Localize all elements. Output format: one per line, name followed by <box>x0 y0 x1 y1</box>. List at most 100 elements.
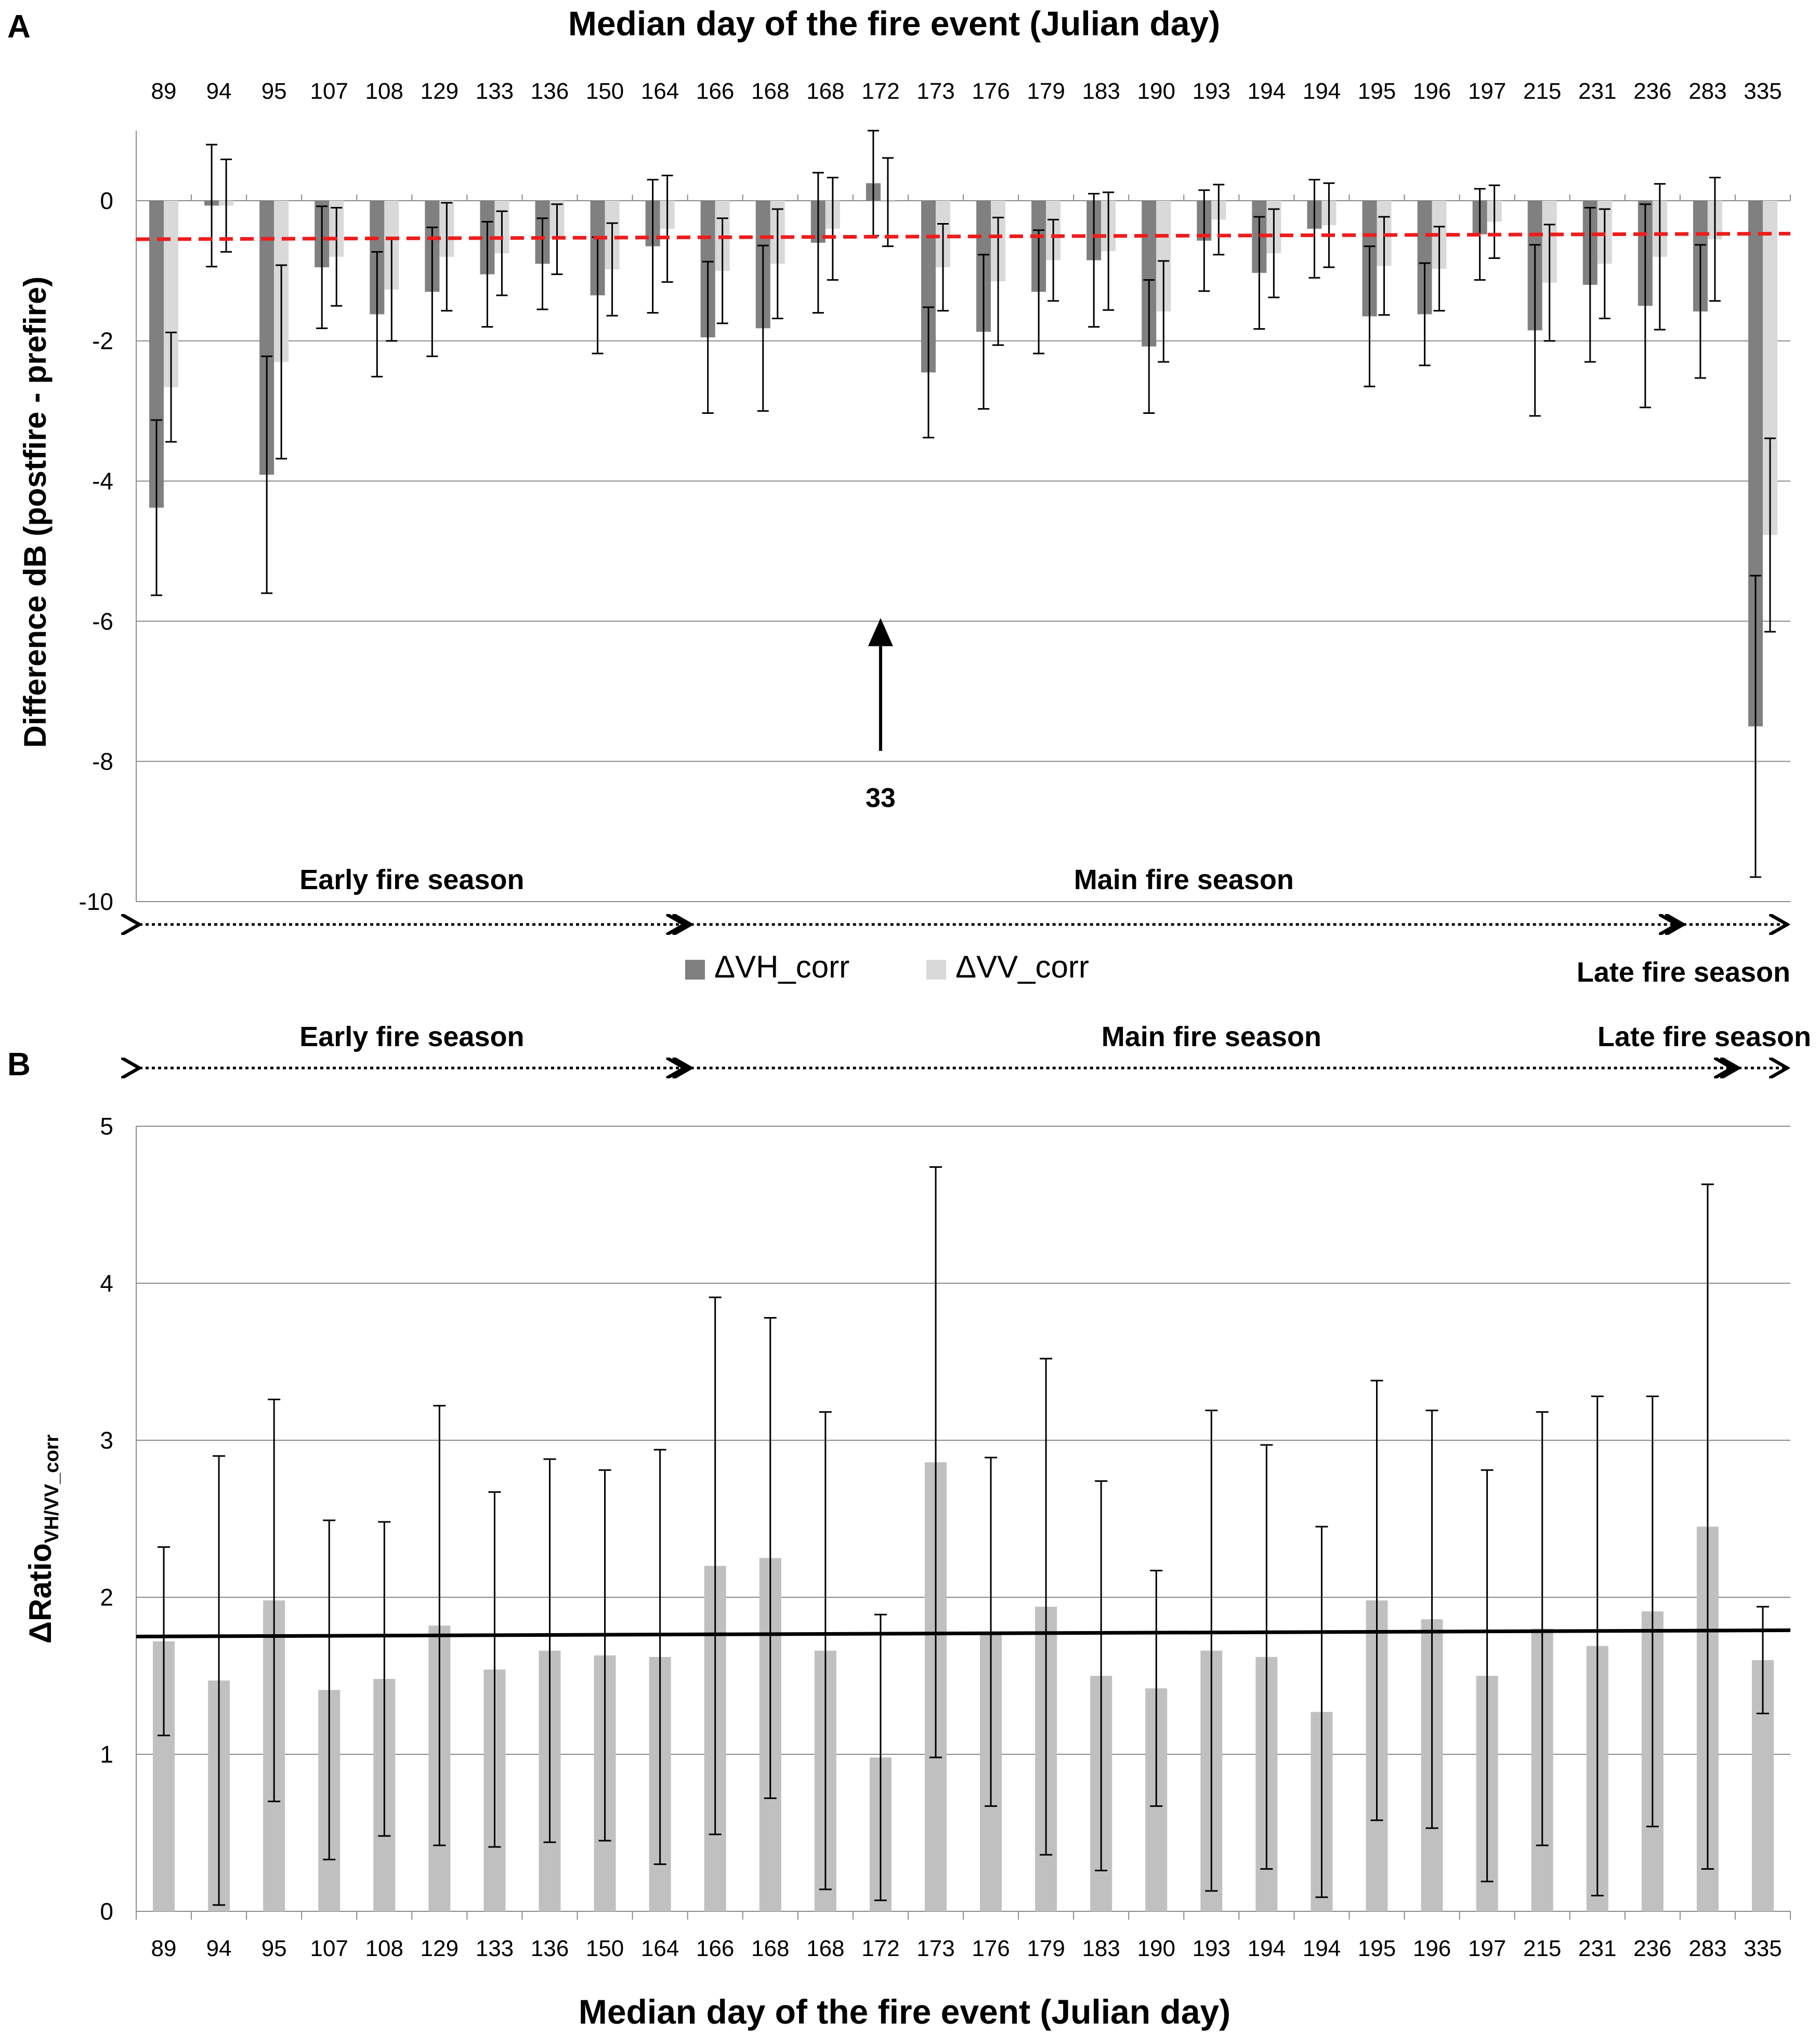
error-bar-ratio <box>158 1546 171 1737</box>
y-tick-label: 2 <box>100 1584 113 1611</box>
category-label: 108 <box>365 1936 403 1961</box>
category-label: 196 <box>1413 1936 1451 1961</box>
error-bar-ratio <box>1095 1480 1108 1871</box>
category-label: 231 <box>1578 79 1616 104</box>
error-bar-vh <box>316 205 328 329</box>
category-label: 193 <box>1193 1936 1230 1961</box>
error-bar-vh <box>536 217 548 310</box>
category-label: 173 <box>916 79 954 104</box>
error-bar-vv <box>992 216 1004 346</box>
category-label: 95 <box>261 79 287 104</box>
category-label: 183 <box>1082 79 1120 104</box>
error-bar-vv <box>937 223 949 312</box>
category-label: 108 <box>365 79 403 104</box>
error-bar-vh <box>647 179 659 314</box>
category-label: 89 <box>151 79 177 104</box>
category-label: 283 <box>1688 1936 1726 1961</box>
category-label: 172 <box>861 79 899 104</box>
error-bar-ratio <box>764 1317 777 1800</box>
panel-a-bars <box>149 183 1777 726</box>
category-label: 194 <box>1303 1936 1341 1961</box>
category-label: 164 <box>641 79 679 104</box>
category-label: 179 <box>1027 79 1065 104</box>
y-tick-label: 0 <box>100 187 113 214</box>
panel-a-reference-line <box>136 231 1791 241</box>
error-bar-vh <box>426 226 438 357</box>
category-label: 168 <box>806 79 844 104</box>
y-tick-label: -10 <box>79 888 113 915</box>
category-label: 133 <box>476 79 514 104</box>
panel-a-annotation: 33 <box>866 618 896 813</box>
category-label: 136 <box>531 79 569 104</box>
category-label: 94 <box>206 1936 232 1961</box>
error-bar-vv <box>1543 224 1555 342</box>
error-bar-vh <box>1694 244 1706 379</box>
error-bar-ratio <box>1370 1379 1383 1821</box>
error-bar-vv <box>1488 184 1500 259</box>
error-bar-vh <box>481 220 493 328</box>
category-label: 196 <box>1413 79 1451 104</box>
error-bar-ratio <box>1040 1358 1053 1856</box>
error-bar-ratio <box>433 1405 446 1846</box>
error-bar-vv <box>1213 184 1225 256</box>
category-label: 136 <box>531 1936 569 1961</box>
panel-b-error-bars <box>158 1166 1769 1906</box>
error-bar-ratio <box>653 1449 666 1865</box>
error-bar-vv <box>771 208 783 319</box>
error-bar-vv <box>220 158 232 253</box>
panel-b-gridlines <box>136 1126 1791 1920</box>
category-label: 129 <box>421 79 459 104</box>
category-label: 183 <box>1082 1936 1120 1961</box>
legend-swatch-vv <box>926 960 946 980</box>
panel-b-category-labels: 89 94 95 107 108 129 133 136 150 164 166 168 168 172 1… <box>151 1936 1782 1961</box>
category-label: 195 <box>1358 1936 1396 1961</box>
error-bar-vv <box>1323 182 1335 268</box>
category-label: 166 <box>696 1936 734 1961</box>
y-tick-label: -6 <box>92 608 113 635</box>
category-label: 190 <box>1137 1936 1175 1961</box>
season-label: Late fire season <box>1577 957 1790 988</box>
error-bar-vv <box>1158 260 1170 363</box>
category-label: 89 <box>151 1936 177 1961</box>
season-range: Late fire season <box>1598 1021 1811 1068</box>
error-bar-vv <box>1599 208 1610 319</box>
category-label: 231 <box>1578 1936 1616 1961</box>
error-bar-vv <box>1103 191 1115 311</box>
season-label: Early fire season <box>299 864 524 895</box>
error-bar-ratio <box>213 1455 226 1906</box>
panel-a-title: Median day of the fire event (Julian day… <box>568 4 1220 43</box>
y-tick-label: 4 <box>100 1270 113 1297</box>
panel-label-b: B <box>7 1047 31 1083</box>
error-bar-ratio <box>1315 1526 1328 1898</box>
error-bar-vh <box>922 306 934 439</box>
error-bar-ratio <box>488 1491 501 1848</box>
panel-a: Median day of the fire event (Julian day… <box>18 4 1791 988</box>
error-bar-vv <box>606 222 618 317</box>
panel-a-legend: ΔVH_corr ΔVV_corr <box>685 949 1089 984</box>
error-bar-ratio <box>1536 1411 1549 1846</box>
error-bar-ratio <box>1701 1183 1714 1870</box>
error-bar-vv <box>441 202 453 312</box>
error-bar-ratio <box>268 1398 281 1803</box>
category-label: 150 <box>586 1936 624 1961</box>
error-bar-vv <box>1764 437 1776 633</box>
category-label: 335 <box>1744 79 1782 104</box>
error-bar-vh <box>1088 193 1100 328</box>
error-bar-vh <box>812 172 824 314</box>
category-label: 283 <box>1688 79 1726 104</box>
y-tick-label: 3 <box>100 1427 113 1454</box>
error-bar-ratio <box>543 1458 556 1843</box>
season-range: Main fire season <box>691 864 1677 924</box>
error-bar-vv <box>496 210 508 296</box>
error-bar-vv <box>331 206 343 307</box>
panel-b-x-axis-label: Median day of the fire event (Julian day… <box>579 1992 1230 2031</box>
error-bar-ratio <box>1591 1395 1604 1897</box>
error-bar-vv <box>661 174 673 283</box>
error-bar-vh <box>1308 179 1320 279</box>
error-bar-vh <box>757 244 769 412</box>
error-bar-vv <box>1433 226 1445 312</box>
y-tick-label: -8 <box>92 748 113 775</box>
legend-label-vv: ΔVV_corr <box>955 949 1089 984</box>
category-label: 107 <box>310 1936 348 1961</box>
